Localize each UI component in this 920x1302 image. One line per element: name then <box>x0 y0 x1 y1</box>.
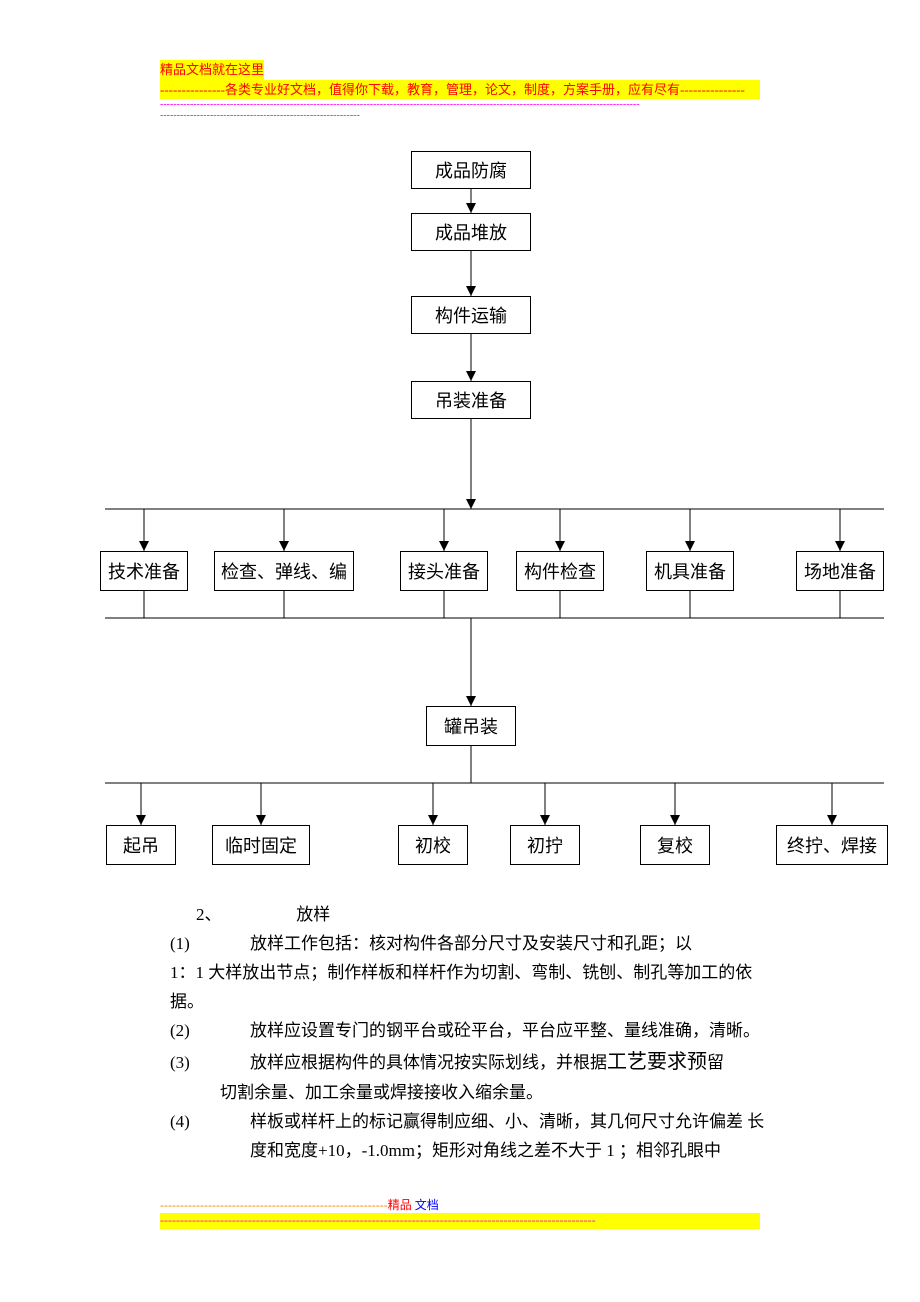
item-1-cont: 1：1 大样放出节点；制作样板和样杆作为切割、弯制、铣刨、制孔等加工的依据。 <box>170 959 780 1017</box>
footer: ----------------------------------------… <box>160 1196 760 1229</box>
item-1: (1) 放样工作包括：核对构件各部分尺寸及安装尺寸和孔距；以 <box>170 930 780 959</box>
item-3-cont: 切割余量、加工余量或焊接接收入缩余量。 <box>220 1079 780 1108</box>
section-number: 2、 <box>196 901 292 930</box>
flow-node: 成品堆放 <box>411 213 531 251</box>
flow-node: 终拧、焊接 <box>776 825 888 865</box>
item-4: (4) 样板或样杆上的标记赢得制应细、小、清晰，其几何尺寸允许偏差 长度和宽度+… <box>170 1108 780 1166</box>
flow-node: 临时固定 <box>212 825 310 865</box>
body-text: 2、 放样 (1) 放样工作包括：核对构件各部分尺寸及安装尺寸和孔距；以 1：1… <box>170 901 780 1166</box>
flow-node: 起吊 <box>106 825 176 865</box>
header-line1: 精品文档就在这里 <box>160 60 264 80</box>
flow-node: 场地准备 <box>796 551 884 591</box>
header-line2: ---------------各类专业好文档，值得你下载，教育，管理，论文，制度… <box>160 80 760 100</box>
header: 精品文档就在这里 ---------------各类专业好文档，值得你下载，教育… <box>160 60 760 121</box>
flow-node: 接头准备 <box>400 551 488 591</box>
flow-node: 技术准备 <box>100 551 188 591</box>
flow-node: 构件运输 <box>411 296 531 334</box>
item-2: (2) 放样应设置专门的钢平台或砼平台，平台应平整、量线准确，清晰。 <box>170 1017 780 1046</box>
item-3: (3) 放样应根据构件的具体情况按实际划线，并根据工艺要求预留 <box>170 1045 780 1079</box>
section-title: 放样 <box>296 905 330 924</box>
flow-node: 吊装准备 <box>411 381 531 419</box>
flow-node: 机具准备 <box>646 551 734 591</box>
flow-node: 初校 <box>398 825 468 865</box>
flow-node: 构件检查 <box>516 551 604 591</box>
flow-node: 检查、弹线、编 <box>214 551 354 591</box>
header-pink-dashes: ----------------------------------------… <box>160 99 760 110</box>
footer-highlight: ----------------------------------------… <box>160 1213 760 1229</box>
footer-line1: ----------------------------------------… <box>160 1196 760 1213</box>
flowchart: 成品防腐成品堆放构件运输吊装准备技术准备检查、弹线、编 接头准备构件检查 机具准备 场… <box>0 121 920 901</box>
flow-node: 罐吊装 <box>426 706 516 746</box>
flow-node: 复校 <box>640 825 710 865</box>
header-pink-dashes-2: ----------------------------------------… <box>160 110 460 121</box>
flow-node: 初拧 <box>510 825 580 865</box>
flow-node: 成品防腐 <box>411 151 531 189</box>
